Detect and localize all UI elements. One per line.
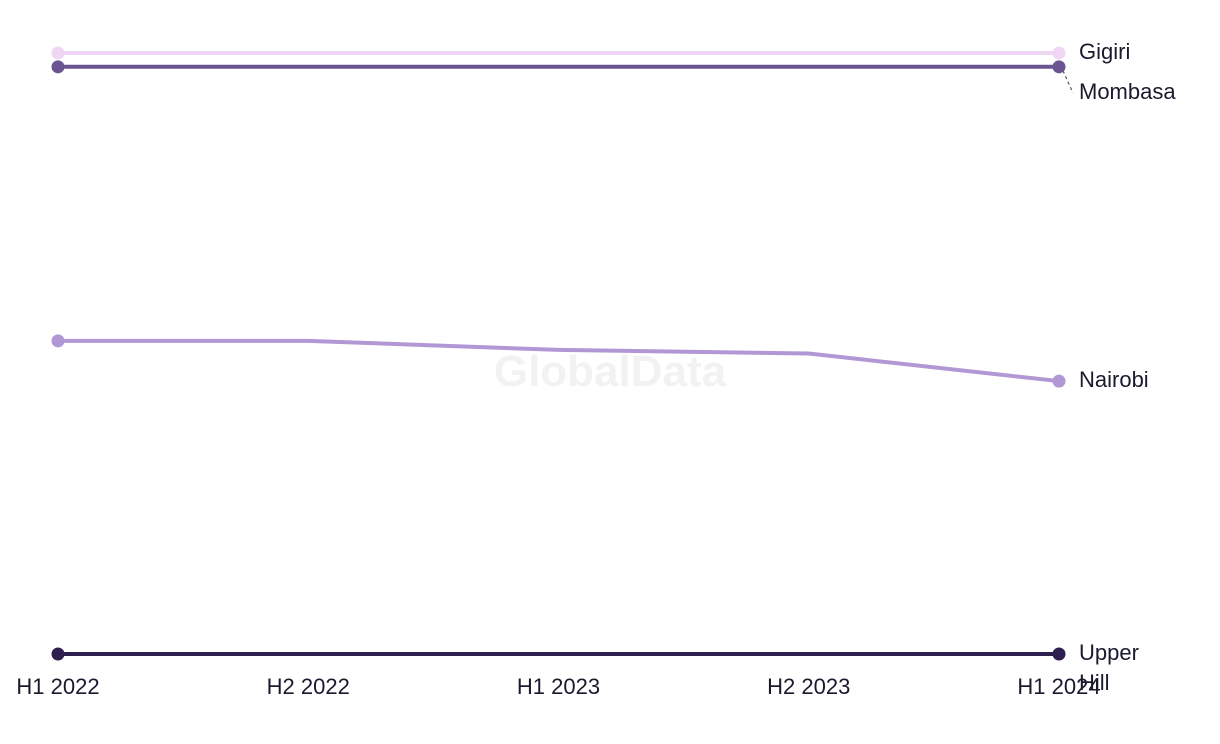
point-mombasa-end	[1052, 60, 1066, 74]
series-label-gigiri: Gigiri	[1079, 39, 1130, 64]
point-mombasa-start	[51, 60, 65, 74]
series-label-upper-hill: Upper Hill	[1079, 640, 1139, 695]
series-line-nairobi	[56, 338, 1061, 384]
label-leader-mombasa	[1062, 70, 1074, 94]
x-tick-label: H2 2022	[267, 674, 350, 699]
x-tick-label: H1 2023	[517, 674, 600, 699]
point-upper-hill-end	[1052, 647, 1066, 661]
point-upper-hill-start	[51, 647, 65, 661]
point-nairobi-end	[1052, 374, 1066, 388]
x-tick-label: H1 2024	[1017, 674, 1100, 699]
series-label-nairobi: Nairobi	[1079, 367, 1149, 392]
x-tick-label: H1 2022	[16, 674, 99, 699]
x-tick-label: H2 2023	[767, 674, 850, 699]
series-label-mombasa: Mombasa	[1079, 79, 1176, 104]
point-gigiri-end	[1052, 46, 1066, 60]
point-nairobi-start	[51, 334, 65, 348]
point-gigiri-start	[51, 46, 65, 60]
